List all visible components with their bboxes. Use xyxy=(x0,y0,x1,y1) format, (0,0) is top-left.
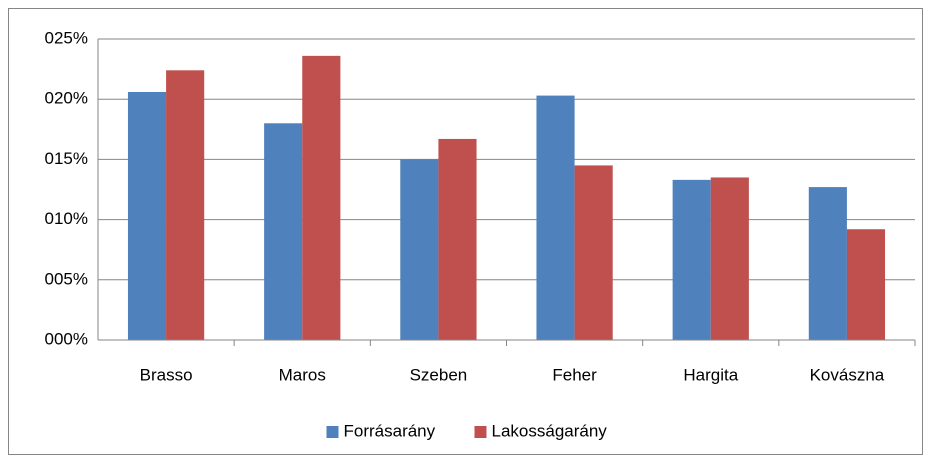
y-tick-label: 015% xyxy=(45,149,88,168)
y-tick-label: 005% xyxy=(45,269,88,288)
x-tick-label: Kovászna xyxy=(810,365,885,384)
bar xyxy=(438,138,477,340)
bar xyxy=(400,159,439,340)
bar xyxy=(166,70,205,340)
legend-swatch xyxy=(326,426,339,438)
x-tick-label: Brasso xyxy=(140,365,193,384)
legend-swatch xyxy=(474,426,487,438)
y-tick-label: 025% xyxy=(45,28,88,47)
bar xyxy=(710,177,749,340)
x-tick-label: Szeben xyxy=(410,365,468,384)
bar xyxy=(672,179,711,340)
legend-label: Lakosságarány xyxy=(492,421,608,440)
bar xyxy=(574,165,613,340)
y-tick-label: 010% xyxy=(45,209,88,228)
x-tick-label: Feher xyxy=(552,365,597,384)
bar xyxy=(536,95,575,340)
x-tick-label: Hargita xyxy=(683,365,738,384)
bar xyxy=(302,55,341,341)
legend-label: Forrásarány xyxy=(344,421,436,440)
y-tick-label: 020% xyxy=(45,89,88,108)
x-tick-label: Maros xyxy=(279,365,326,384)
y-tick-label: 000% xyxy=(45,329,88,348)
bar xyxy=(846,229,886,340)
bar xyxy=(808,187,847,340)
bar xyxy=(127,91,167,340)
bar xyxy=(264,123,303,340)
